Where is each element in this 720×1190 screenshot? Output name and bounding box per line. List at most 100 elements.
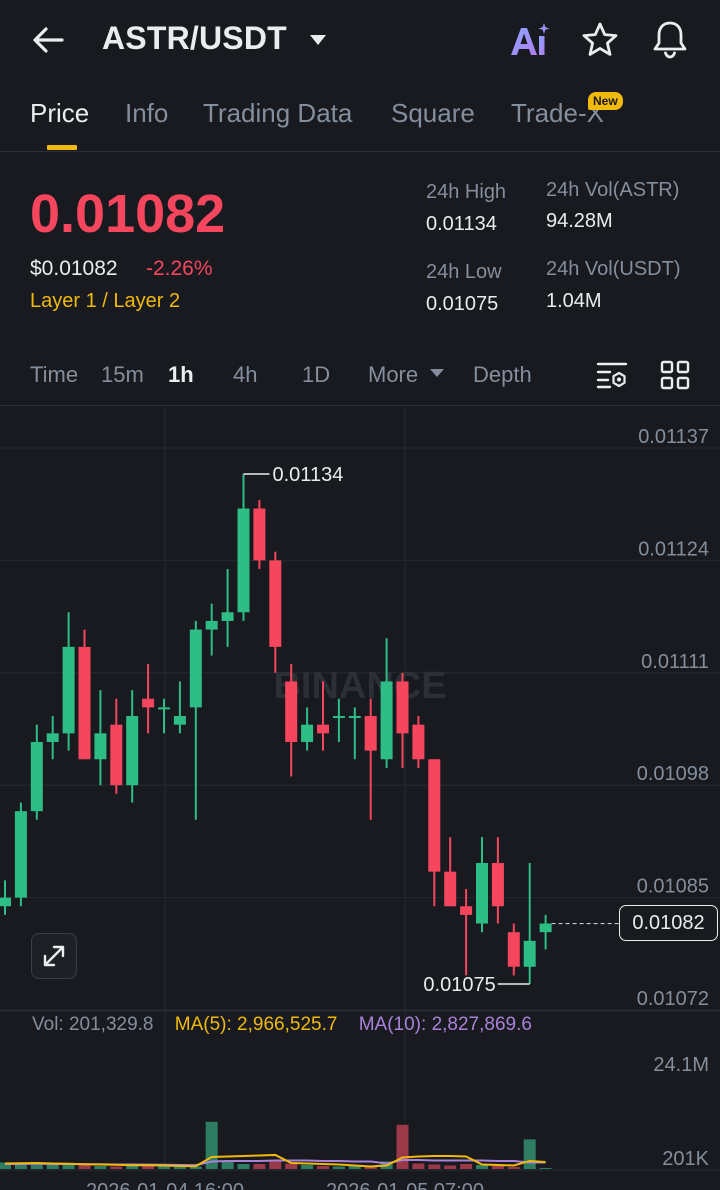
volume-bar <box>158 1165 170 1169</box>
volume-bar <box>301 1164 314 1169</box>
last-price-marker: 0.01082 <box>619 905 718 941</box>
volume-bar <box>396 1124 409 1169</box>
volume-bar <box>189 1166 202 1169</box>
interval-4h[interactable]: 4h <box>233 362 258 387</box>
candle-body <box>237 508 250 613</box>
volume-bar <box>364 1166 377 1169</box>
volume-bar <box>285 1163 298 1169</box>
candle-body <box>364 716 377 751</box>
candle-body <box>317 724 329 734</box>
volume-bar <box>348 1165 361 1169</box>
volume-bar <box>428 1164 441 1169</box>
candle-body <box>30 741 43 812</box>
volume-bar <box>126 1163 139 1169</box>
volume-axis-label: 201K <box>662 1148 709 1170</box>
y-axis-tick-label: 0.01137 <box>638 426 709 448</box>
candle-body <box>491 863 504 907</box>
volume-bar <box>460 1163 473 1169</box>
ai-icon[interactable] <box>508 20 552 60</box>
volume-bar <box>269 1161 282 1169</box>
chevron-down-icon[interactable] <box>430 368 444 378</box>
interval-1d[interactable]: 1D <box>302 362 331 387</box>
volume-bar <box>332 1166 345 1169</box>
candle-body <box>62 646 75 734</box>
candle-body <box>285 681 298 742</box>
y-axis-tick-label: 0.01098 <box>637 763 709 785</box>
candle-body <box>444 871 457 907</box>
volume-bar <box>173 1166 186 1169</box>
candle-body <box>94 733 107 760</box>
volume-bar <box>317 1165 329 1169</box>
interval-more[interactable]: More <box>368 362 419 387</box>
expand-chart-button[interactable] <box>31 933 77 979</box>
usd-price: $0.01082 <box>30 257 118 280</box>
y-axis-tick-label: 0.01124 <box>638 538 709 560</box>
tab-square[interactable]: Square <box>391 98 475 128</box>
candle-body <box>380 681 393 760</box>
volume-bar <box>539 1167 552 1169</box>
tab-price[interactable]: Price <box>30 98 90 128</box>
volume-legend: Vol: 201,329.8 MA(5): 2,966,525.7 MA(10)… <box>32 1014 532 1036</box>
candle-body <box>428 759 441 872</box>
candle-body <box>253 508 266 561</box>
interval-bar: Time 15m 1h 4h 1D More Depth <box>0 352 720 398</box>
candlestick-chart[interactable]: BINANCE 0.01137 0.01124 0.01111 0.01098 0.01… <box>0 406 720 1190</box>
volume-bar <box>110 1166 123 1169</box>
volume-bar <box>507 1166 520 1169</box>
candle-body <box>158 707 170 710</box>
candle-body <box>301 724 314 742</box>
vol-base-value: 94.28M <box>546 210 613 232</box>
category-tag[interactable]: Layer 1 / Layer 2 <box>30 290 181 312</box>
price-change-percent: -2.26% <box>146 257 213 280</box>
volume-bar <box>0 1162 11 1169</box>
chevron-down-icon[interactable] <box>308 30 328 50</box>
interval-1h[interactable]: 1h <box>168 362 194 387</box>
volume-bar <box>94 1165 107 1169</box>
low-value: 0.01075 <box>426 293 499 315</box>
back-arrow-icon[interactable] <box>30 22 70 58</box>
chart-area[interactable]: BINANCE 0.01137 0.01124 0.01111 0.01098 0.01… <box>0 405 720 1190</box>
candle-body <box>205 620 218 630</box>
volume-bar <box>253 1163 266 1169</box>
candle-body <box>221 612 234 621</box>
interval-time[interactable]: Time <box>30 362 79 387</box>
candle-body <box>14 811 27 898</box>
volume-bar <box>444 1165 457 1169</box>
tab-info[interactable]: Info <box>125 98 169 128</box>
bell-icon[interactable] <box>650 18 690 60</box>
star-icon[interactable] <box>580 20 620 60</box>
candle-body <box>396 681 409 734</box>
layout-grid-icon[interactable] <box>660 360 690 390</box>
candle-body <box>78 646 91 760</box>
section-tabs: Price Info Trading Data Square Trade-X <box>0 90 720 152</box>
vol-quote-value: 1.04M <box>546 290 602 312</box>
active-tab-indicator <box>47 145 77 150</box>
volume-bar <box>62 1164 75 1169</box>
binance-watermark: BINANCE <box>273 665 446 707</box>
volume-axis-label: 24.1M <box>653 1054 709 1076</box>
depth-tab[interactable]: Depth <box>473 362 532 387</box>
candle-body <box>332 716 345 719</box>
y-axis-tick-label: 0.01072 <box>637 988 709 1010</box>
high-value: 0.01134 <box>426 213 497 235</box>
volume-ma5-line <box>4 1153 546 1168</box>
candle-body <box>110 724 123 786</box>
volume-value: Vol: 201,329.8 <box>32 1014 154 1035</box>
volume-bar <box>78 1163 91 1169</box>
vol-quote-label: 24h Vol(USDT) <box>546 258 681 280</box>
interval-15m[interactable]: 15m <box>101 362 144 387</box>
indicator-settings-icon[interactable] <box>596 360 628 390</box>
volume-bar <box>523 1139 536 1169</box>
candle-body <box>539 923 552 933</box>
volume-ma5: MA(5): 2,966,525.7 <box>174 1014 338 1035</box>
candle-body <box>269 560 282 647</box>
volume-bar <box>221 1161 234 1169</box>
candle-body <box>189 629 202 708</box>
candle-body <box>348 716 361 719</box>
volume-bar <box>412 1163 425 1169</box>
volume-bar <box>46 1163 59 1169</box>
volume-bar <box>30 1164 43 1169</box>
trading-pair-title[interactable]: ASTR/USDT <box>102 20 287 56</box>
tab-trading-data[interactable]: Trading Data <box>203 98 353 128</box>
high-annotation: 0.01134 <box>273 464 344 486</box>
